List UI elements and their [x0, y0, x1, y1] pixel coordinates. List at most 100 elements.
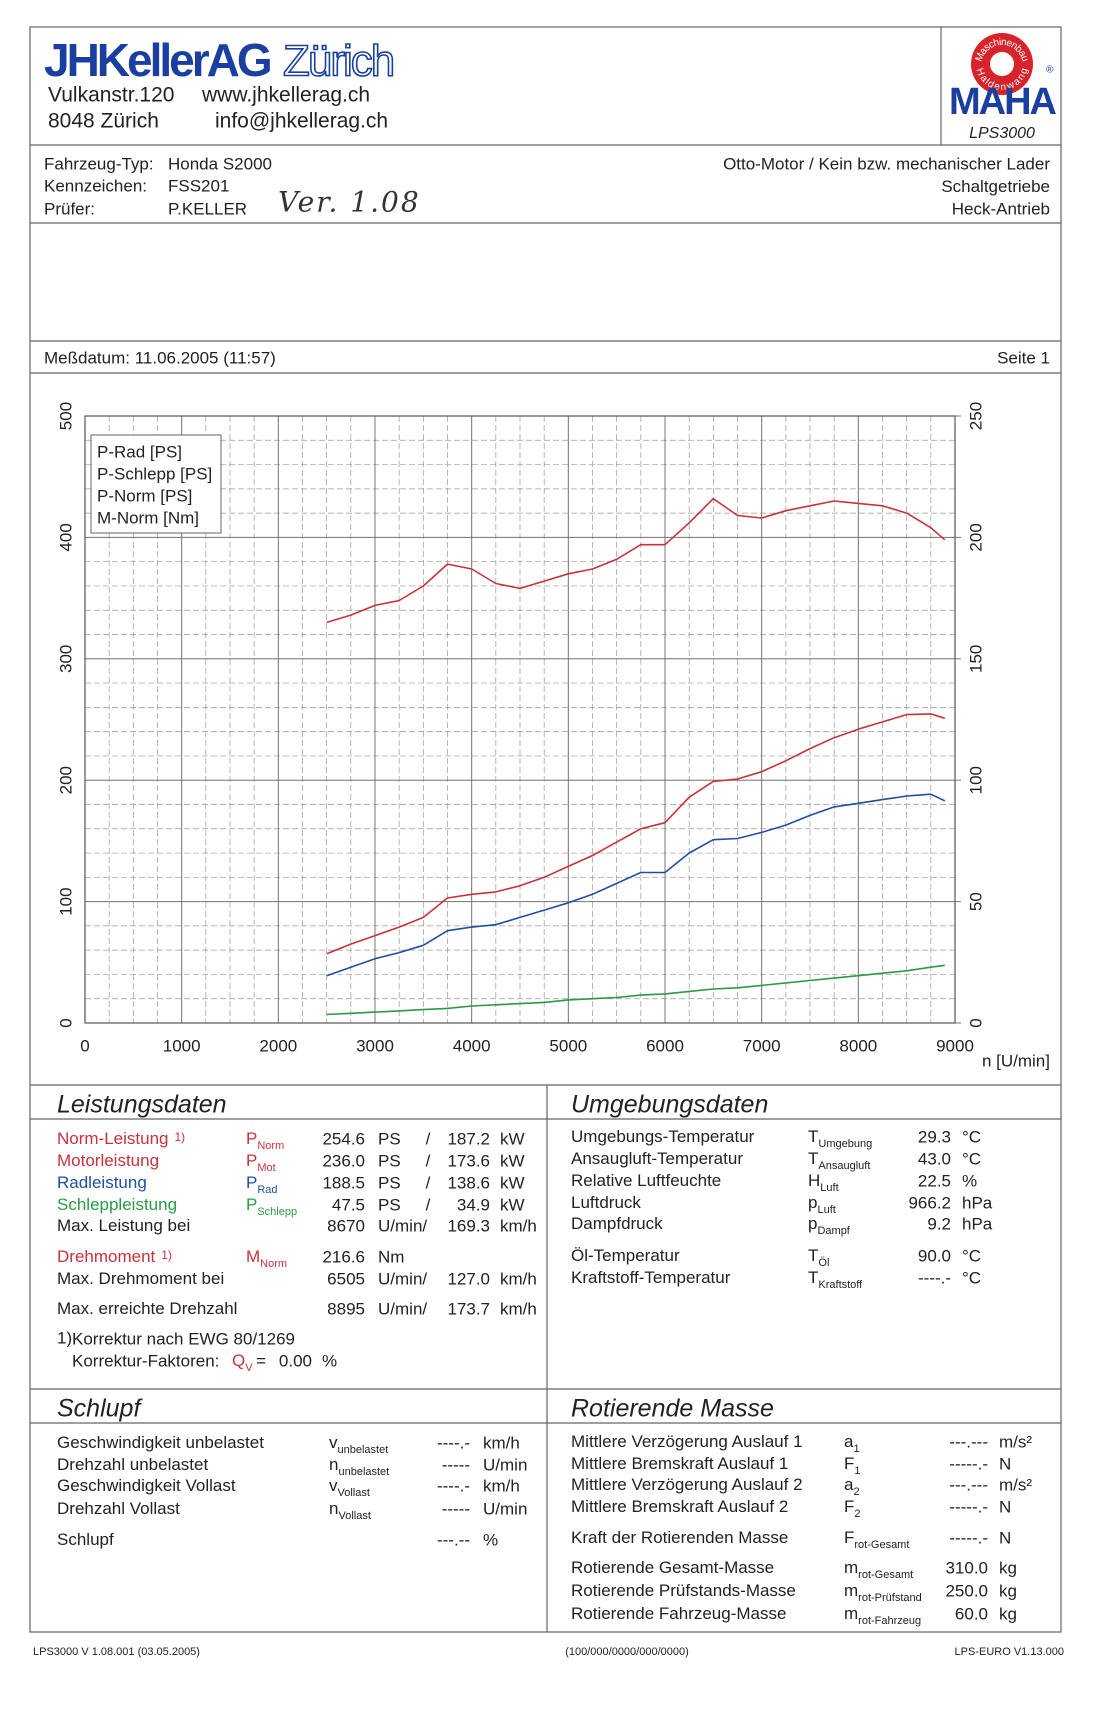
row-value: ----.-: [437, 1476, 470, 1495]
x-tick-label: 8000: [839, 1036, 877, 1055]
row-label-text: Radleistung: [57, 1173, 147, 1192]
footnote-mark: 1): [57, 1328, 72, 1347]
row-unit: hPa: [962, 1214, 993, 1233]
symbol-sub: 1: [853, 1443, 859, 1455]
row-separator: /: [426, 1173, 431, 1192]
email: info@jhkellerag.ch: [215, 110, 388, 133]
row-label-text: Geschwindigkeit Vollast: [57, 1476, 236, 1495]
symbol-sub: Mot: [257, 1162, 275, 1174]
row-label: Drehmoment 1): [57, 1247, 172, 1266]
row-label: Mittlere Bremskraft Auslauf 1: [571, 1454, 788, 1473]
row-unit: °C: [962, 1149, 981, 1168]
symbol: a2: [844, 1475, 860, 1497]
row-unit: kg: [999, 1581, 1017, 1600]
row-value: 966.2: [908, 1193, 951, 1212]
series-line: [326, 497, 946, 624]
field-value: Honda S2000: [168, 154, 272, 173]
symbol: a1: [844, 1432, 860, 1454]
row-label: Relative Luftfeuchte: [571, 1171, 721, 1190]
row-value: 173.7: [447, 1299, 490, 1318]
row-label: Rotierende Fahrzeug-Masse: [571, 1604, 786, 1623]
symbol: nunbelastet: [329, 1455, 389, 1477]
row-unit: N: [999, 1528, 1011, 1547]
symbol-sub: Dampf: [817, 1225, 850, 1237]
company-name: JHKellerAG: [44, 34, 270, 86]
correction-eq: =: [256, 1351, 266, 1370]
row-value: ---.---: [949, 1432, 988, 1451]
symbol-sub: Öl: [818, 1257, 829, 1269]
row-unit: °C: [962, 1127, 981, 1146]
row-label: Öl-Temperatur: [571, 1246, 680, 1265]
x-tick-label: 9000: [936, 1036, 974, 1055]
row-value: ----.-: [437, 1433, 470, 1452]
row-unit: %: [483, 1530, 498, 1549]
symbol-sub: Rad: [257, 1184, 277, 1196]
row-label-text: Mittlere Bremskraft Auslauf 1: [571, 1454, 788, 1473]
footer-center: (100/000/0000/000/0000): [565, 1646, 689, 1658]
row-unit: kW: [500, 1173, 525, 1192]
row-unit: km/h: [500, 1269, 537, 1288]
symbol-sub: Vollast: [338, 1487, 370, 1499]
symbol: TKraftstoff: [808, 1268, 863, 1290]
row-value: 6505: [327, 1269, 365, 1288]
x-tick-label: 7000: [743, 1036, 781, 1055]
section-title: Umgebungsdaten: [571, 1091, 768, 1119]
row-unit: PS: [378, 1195, 401, 1214]
symbol-sub: Umgebung: [818, 1138, 872, 1150]
row-separator: /: [426, 1195, 431, 1214]
symbol: PNorm: [246, 1129, 284, 1151]
symbol: pLuft: [808, 1193, 836, 1215]
row-label: Kraft der Rotierenden Masse: [571, 1528, 788, 1547]
field-label: Fahrzeug-Typ:: [44, 154, 154, 173]
row-unit: N: [999, 1497, 1011, 1516]
vehicle-spec: Heck-Antrieb: [952, 199, 1050, 218]
row-value: 169.3: [447, 1216, 490, 1235]
symbol-main: m: [844, 1558, 858, 1577]
row-value: 90.0: [918, 1246, 951, 1265]
correction-value: 0.00: [279, 1351, 312, 1370]
row-unit: °C: [962, 1246, 981, 1265]
row-label-text: Relative Luftfeuchte: [571, 1171, 721, 1190]
row-value: -----.-: [949, 1528, 988, 1547]
row-label-text: Rotierende Fahrzeug-Masse: [571, 1604, 786, 1623]
row-unit: kg: [999, 1604, 1017, 1623]
row-label-text: Motorleistung: [57, 1151, 159, 1170]
row-unit: km/h: [483, 1433, 520, 1452]
y2-tick-label: 250: [966, 402, 985, 430]
correction-label: Korrektur-Faktoren:: [72, 1351, 219, 1370]
row-unit: km/h: [483, 1476, 520, 1495]
y-tick-label: 400: [56, 523, 75, 551]
y-tick-label: 500: [56, 402, 75, 430]
symbol-main: F: [844, 1497, 854, 1516]
symbol: HLuft: [808, 1171, 839, 1193]
logo-word: MAHA: [949, 81, 1057, 123]
row-value: ---.--: [437, 1530, 470, 1549]
row-label: Rotierende Prüfstands-Masse: [571, 1581, 796, 1600]
measurement-date: Meßdatum: 11.06.2005 (11:57): [44, 348, 276, 367]
row-value: 173.6: [447, 1151, 490, 1170]
symbol-main: n: [329, 1499, 338, 1518]
row-value: -----: [442, 1455, 470, 1474]
row-value: 22.5: [918, 1171, 951, 1190]
row-label-text: Ansaugluft-Temperatur: [571, 1149, 743, 1168]
symbol: vunbelastet: [329, 1433, 388, 1455]
symbol-main: P: [246, 1195, 257, 1214]
x-tick-label: 0: [80, 1036, 89, 1055]
symbol: Frot-Gesamt: [844, 1528, 909, 1550]
symbol-main: T: [808, 1268, 818, 1287]
row-label: Mittlere Bremskraft Auslauf 2: [571, 1497, 788, 1516]
symbol-sub: Vollast: [338, 1510, 370, 1522]
row-unit: U/min/: [378, 1216, 427, 1235]
y2-tick-label: 0: [966, 1018, 985, 1027]
row-label-text: Norm-Leistung: [57, 1129, 169, 1148]
symbol-main: T: [808, 1246, 818, 1265]
symbol-sub: rot-Prüfstand: [858, 1592, 922, 1604]
row-value: 8895: [327, 1299, 365, 1318]
footnote-text: Korrektur nach EWG 80/1269: [72, 1329, 295, 1348]
symbol-sub: rot-Gesamt: [854, 1539, 909, 1551]
symbol-sub: unbelastet: [338, 1444, 389, 1456]
row-unit: N: [999, 1454, 1011, 1473]
symbol-sub: Ansaugluft: [818, 1160, 870, 1172]
row-unit: km/h: [500, 1216, 537, 1235]
